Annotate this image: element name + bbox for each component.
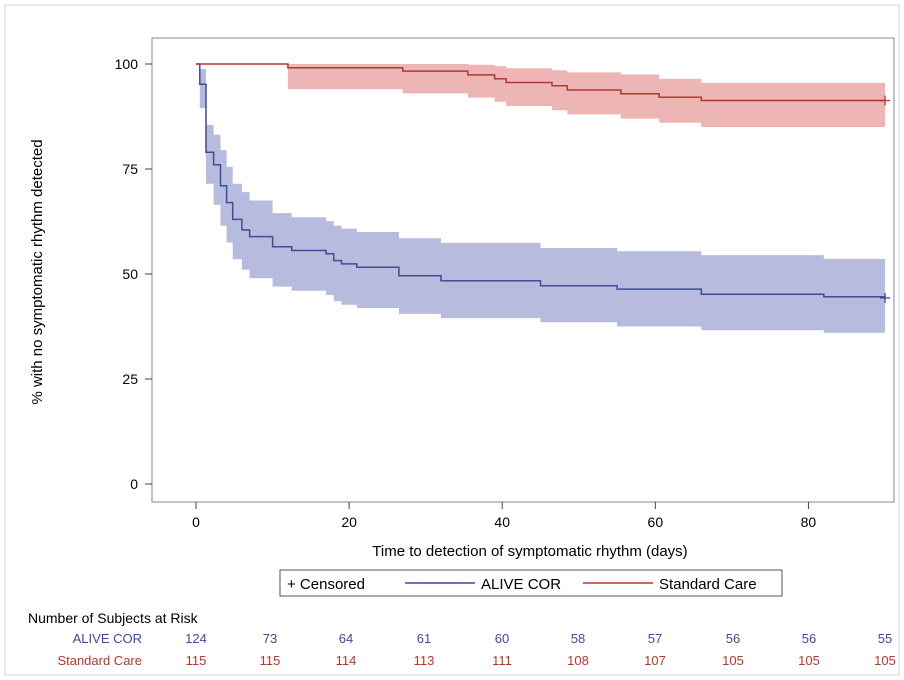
x-tick-label: 60 <box>648 514 664 530</box>
y-axis-title: % with no symptomatic rhythm detected <box>29 139 46 404</box>
alive-cor-survival-line <box>196 63 886 298</box>
survival-curves <box>196 63 886 298</box>
risk-value-alive-cor: 56 <box>726 631 740 646</box>
risk-value-alive-cor: 61 <box>417 631 431 646</box>
risk-value-standard-care: 107 <box>644 653 666 668</box>
risk-value-alive-cor: 55 <box>878 631 892 646</box>
y-tick-label: 75 <box>122 161 138 177</box>
legend-box <box>279 569 783 597</box>
standard-care-confidence-band <box>196 64 885 130</box>
x-tick-label: 80 <box>801 514 817 530</box>
risk-value-alive-cor: 60 <box>495 631 509 646</box>
x-tick-label: 20 <box>341 514 357 530</box>
legend: + Censored ALIVE COR Standard Care <box>279 569 783 597</box>
risk-value-alive-cor: 58 <box>571 631 585 646</box>
risk-value-alive-cor: 57 <box>648 631 662 646</box>
plot-frame <box>151 37 895 503</box>
x-axis-title: Time to detection of symptomatic rhythm … <box>372 543 687 560</box>
legend-alive-cor-label: ALIVE COR <box>481 576 561 593</box>
x-tick-label: 40 <box>494 514 510 530</box>
figure-border <box>4 4 900 676</box>
y-tick-label: 0 <box>130 476 138 492</box>
legend-censored-label: + Censored <box>287 576 365 593</box>
risk-table-values: 124 73 64 61 60 58 57 56 56 55 115 115 114 113 111 108 1… <box>185 631 896 668</box>
y-axis: 0 25 50 75 100 <box>115 56 152 492</box>
risk-row-label-alive-cor: ALIVE COR <box>73 631 142 646</box>
risk-value-alive-cor: 73 <box>263 631 277 646</box>
risk-value-standard-care: 105 <box>874 653 896 668</box>
risk-value-standard-care: 105 <box>798 653 820 668</box>
risk-value-standard-care: 111 <box>492 653 512 668</box>
standard-care-censor-marker <box>880 95 890 106</box>
risk-value-standard-care: 108 <box>567 653 589 668</box>
risk-value-standard-care: 115 <box>260 653 281 668</box>
risk-value-standard-care: 113 <box>414 653 435 668</box>
x-axis: 0 20 40 60 80 <box>192 502 816 530</box>
risk-value-standard-care: 105 <box>722 653 744 668</box>
risk-value-alive-cor: 124 <box>185 631 207 646</box>
risk-value-standard-care: 115 <box>186 653 207 668</box>
risk-value-alive-cor: 56 <box>802 631 816 646</box>
alive-cor-censor-marker <box>880 292 890 303</box>
censor-markers <box>880 95 890 303</box>
x-tick-label: 0 <box>192 514 200 530</box>
risk-table-title: Number of Subjects at Risk <box>28 610 199 626</box>
risk-value-alive-cor: 64 <box>339 631 353 646</box>
risk-value-standard-care: 114 <box>336 653 357 668</box>
risk-row-label-standard-care: Standard Care <box>57 653 142 668</box>
y-tick-label: 100 <box>115 56 139 72</box>
y-tick-label: 50 <box>122 266 138 282</box>
legend-standard-care-label: Standard Care <box>659 576 757 593</box>
standard-care-survival-line <box>196 63 885 102</box>
y-tick-label: 25 <box>122 371 138 387</box>
